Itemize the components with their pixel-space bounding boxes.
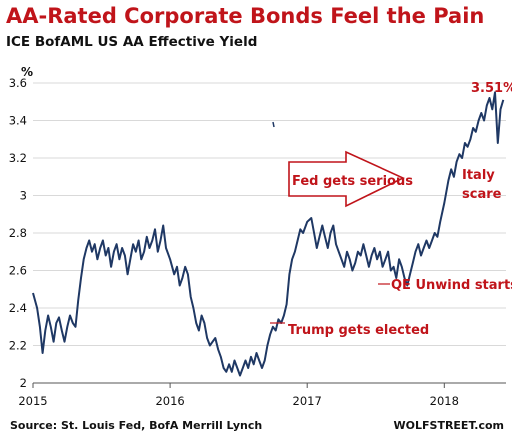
y-tick-label: 3.2 — [9, 151, 27, 165]
x-tick-label: 2018 — [430, 394, 459, 408]
y-tick-label: 3.6 — [9, 76, 27, 90]
x-tick-label: 2017 — [293, 394, 322, 408]
annotation-italy: Italy — [462, 168, 495, 183]
stray-mark — [272, 121, 275, 128]
fed-arrow-shape — [288, 150, 405, 208]
annotation-qe-unwind: QE Unwind starts — [391, 278, 512, 293]
y-axis-ticks: 2 2.2 2.4 2.6 2.8 3 3.2 3.4 3.6 — [9, 76, 27, 390]
x-tick-label: 2015 — [18, 394, 47, 408]
y-tick-label: 2 — [20, 376, 27, 390]
annotation-fed-serious: Fed gets serious — [292, 174, 413, 189]
yield-series-line — [32, 91, 505, 377]
chart-title: AA-Rated Corporate Bonds Feel the Pain — [6, 4, 485, 28]
annotation-trump-elected: Trump gets elected — [288, 323, 429, 338]
x-tick-label: 2016 — [155, 394, 184, 408]
y-tick-label: 3 — [20, 189, 27, 203]
y-axis-unit-label: % — [21, 65, 33, 79]
y-tick-label: 2.4 — [9, 301, 27, 315]
brand-note: WOLFSTREET.com — [393, 419, 504, 432]
x-axis-ticks: 2015 2016 2017 2018 — [18, 383, 459, 408]
y-tick-label: 2.2 — [9, 339, 27, 353]
y-tick-label: 3.4 — [9, 114, 27, 128]
annotation-scare: scare — [462, 187, 502, 202]
fed-arrow — [288, 150, 405, 208]
y-tick-label: 2.8 — [9, 226, 27, 240]
annotation-last-value: 3.51% — [471, 81, 512, 96]
chart-subtitle: ICE BofAML US AA Effective Yield — [6, 34, 258, 50]
y-tick-label: 2.6 — [9, 264, 27, 278]
source-note: Source: St. Louis Fed, BofA Merrill Lync… — [10, 419, 263, 432]
